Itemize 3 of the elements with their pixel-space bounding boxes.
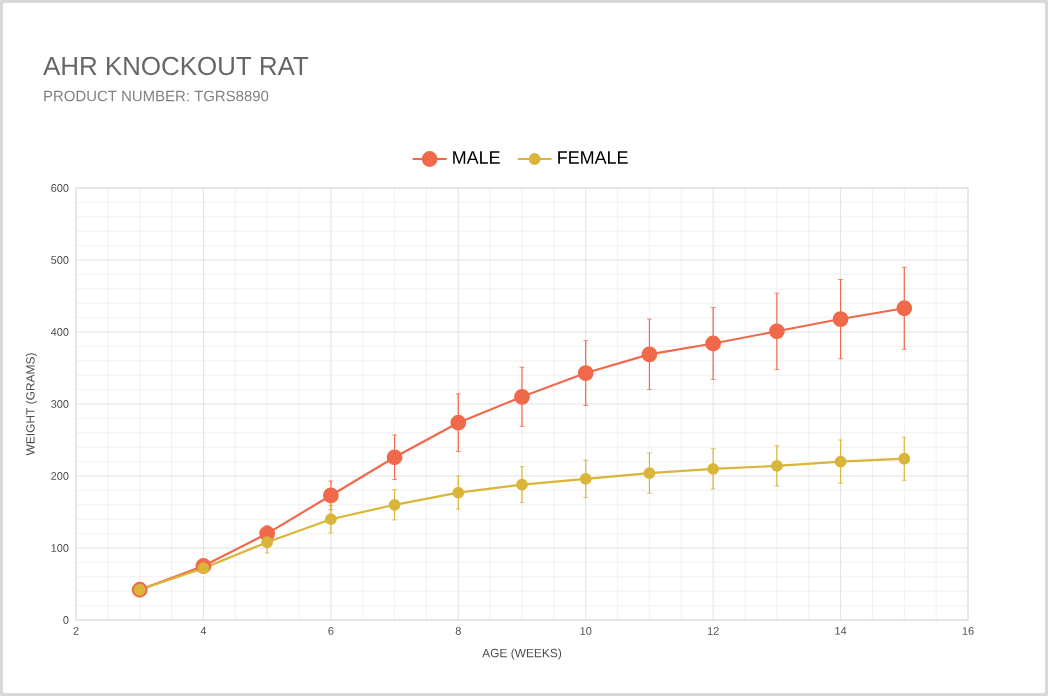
legend-label: FEMALE (558, 151, 628, 164)
legend-label: MALE (453, 151, 500, 164)
chart-title: AHR KNOCKOUT RAT (43, 56, 309, 76)
